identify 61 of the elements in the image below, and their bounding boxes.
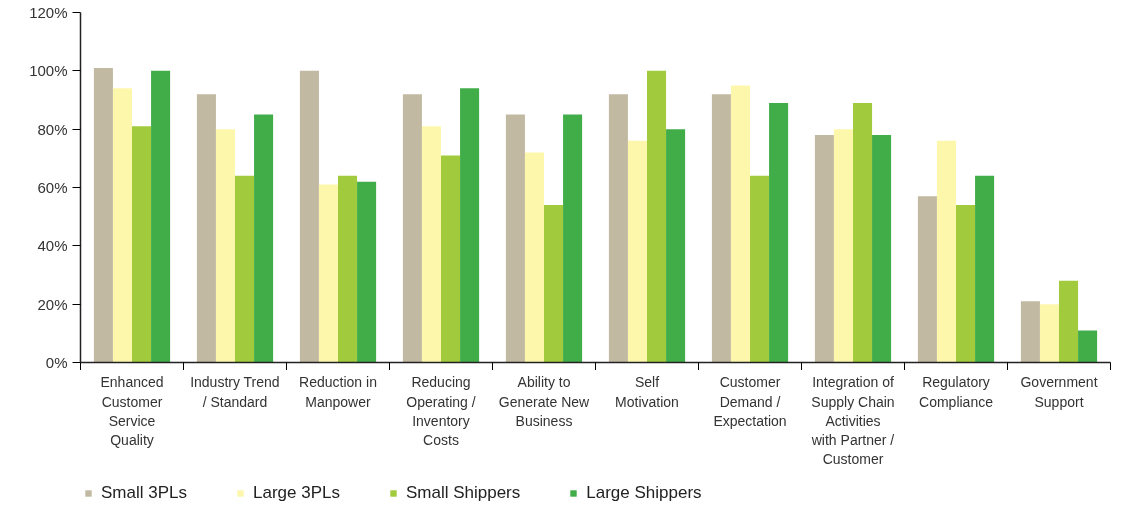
bar: [853, 102, 873, 363]
bar: [299, 70, 319, 363]
x-tick-label: Self Motivation: [615, 374, 679, 410]
bar: [956, 205, 976, 363]
bar: [505, 114, 525, 363]
bar: [524, 152, 544, 363]
bar: [357, 181, 377, 363]
legend-label: Large 3PLs: [252, 483, 340, 503]
bar: [151, 70, 171, 363]
y-tick-label: 0%: [45, 353, 68, 371]
y-tick-label: 60%: [37, 179, 68, 196]
bar: [730, 85, 750, 363]
x-tick-label: Reducing Operating / Inventory Costs: [406, 374, 476, 449]
bar: [441, 155, 461, 363]
bar: [402, 94, 422, 363]
y-tick-label: 20%: [37, 295, 68, 313]
y-tick-label: 120%: [29, 4, 68, 21]
bar: [112, 88, 132, 363]
x-tick-label: Regulatory Compliance: [919, 374, 994, 410]
bar: [975, 175, 995, 363]
bar: [544, 205, 564, 363]
legend-label: Large Shippers: [586, 483, 702, 503]
bar: [1020, 301, 1040, 363]
x-tick-label: Enhanced Customer Service Quality: [100, 374, 164, 449]
y-tick-label: 100%: [29, 62, 68, 80]
bar: [132, 126, 152, 363]
y-tick-label: 40%: [37, 237, 68, 255]
x-tick-label: Ability to Generate New Business: [498, 374, 591, 429]
bar: [627, 140, 647, 363]
bar: [814, 135, 834, 363]
bar: [196, 94, 216, 363]
bar: [647, 70, 667, 363]
bar: [254, 114, 274, 363]
x-tick-label: Reduction in Manpower: [299, 374, 377, 410]
bar: [235, 175, 255, 363]
bar: [917, 196, 937, 363]
bar: [608, 94, 628, 363]
bar: [936, 140, 956, 363]
x-tick-label: Customer Demand / Expectation: [713, 374, 787, 429]
bar: [1059, 280, 1079, 363]
legend-label: Small Shippers: [405, 483, 521, 503]
bar: [769, 102, 789, 363]
bar: [750, 175, 770, 363]
legend-label: Small 3PLs: [101, 483, 187, 503]
x-tick-label: Integration of Supply Chain Activities with Partner / Customer: [810, 374, 895, 468]
bar: [93, 67, 113, 363]
bar: [460, 88, 480, 363]
bar: [872, 135, 892, 363]
bar: [563, 114, 583, 363]
bar: [1078, 330, 1098, 363]
x-tick-label: Government Support: [1020, 374, 1098, 410]
bar: [318, 184, 338, 363]
bar: [421, 126, 441, 363]
bar: [711, 94, 731, 363]
bar: [666, 129, 686, 363]
y-tick-label: 80%: [37, 120, 68, 138]
bar: [338, 175, 358, 363]
bar: [1039, 304, 1059, 363]
bar: [215, 129, 235, 363]
bar: [833, 129, 853, 363]
x-tick-label: Industry Trend / Standard: [190, 374, 280, 410]
